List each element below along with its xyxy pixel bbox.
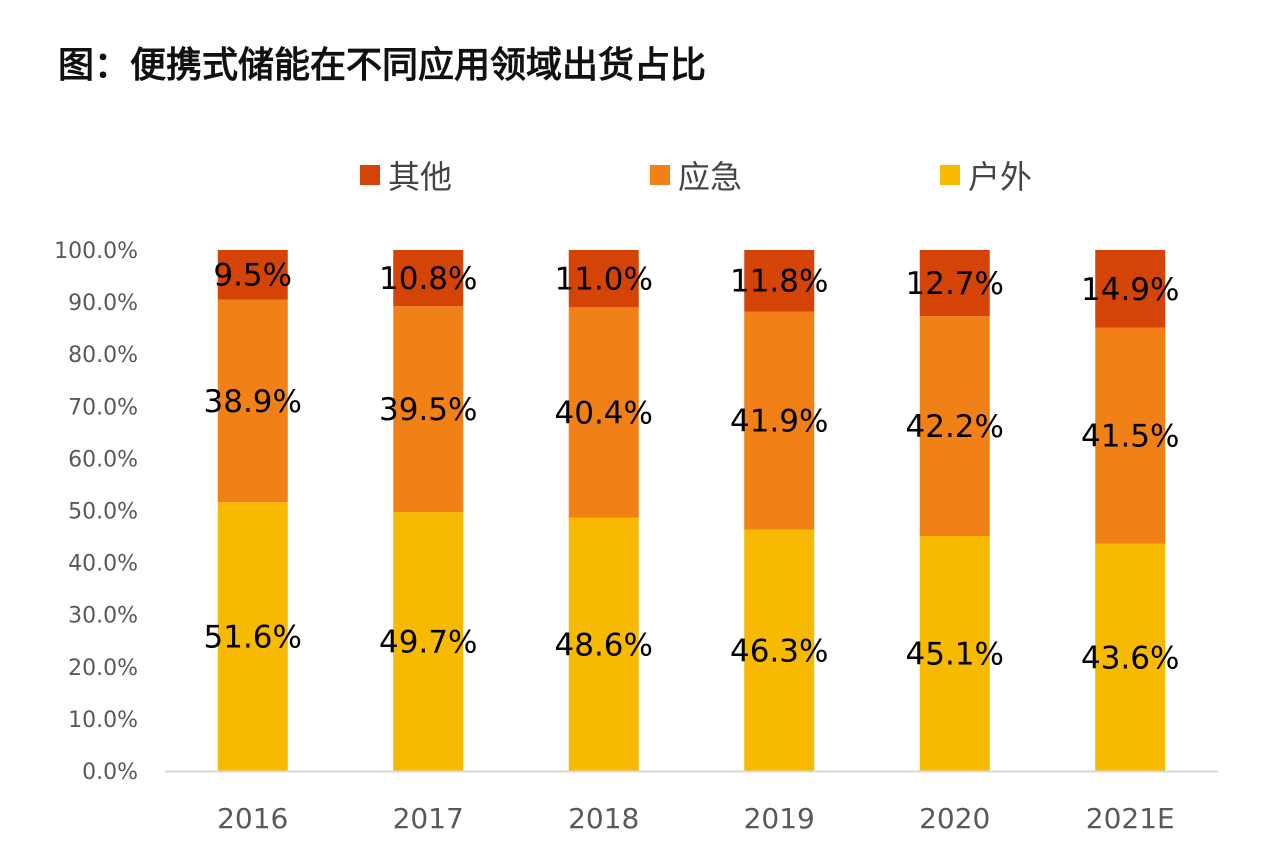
data-label: 39.5% <box>379 392 477 428</box>
x-tick-label: 2021E <box>1086 802 1175 835</box>
bar-segment-2019-其他 <box>744 250 815 312</box>
bar-segment-2018-应急 <box>568 307 639 518</box>
legend-swatch-emergency <box>650 165 670 185</box>
bar-segment-2019-应急 <box>744 311 815 530</box>
legend-label-emergency: 应急 <box>678 158 743 196</box>
y-tick-label: 90.0% <box>68 291 138 316</box>
data-label: 41.9% <box>730 404 828 440</box>
bar-segment-2016-应急 <box>217 299 288 503</box>
bar-segment-2021E-户外 <box>1095 543 1166 771</box>
bar-segment-2020-其他 <box>919 250 990 317</box>
x-tick-label: 2018 <box>568 802 639 835</box>
data-label: 38.9% <box>204 384 302 420</box>
y-tick-label: 60.0% <box>68 447 138 472</box>
x-tick-label: 2020 <box>919 802 990 835</box>
bar-segment-2017-应急 <box>393 306 464 513</box>
legend-label-outdoor: 户外 <box>968 158 1033 196</box>
bar-segment-2017-其他 <box>393 250 464 307</box>
legend-item-outdoor: 户外 <box>940 152 1032 198</box>
data-label: 11.0% <box>555 262 653 298</box>
y-tick-label: 30.0% <box>68 604 138 629</box>
x-tick-label: 2019 <box>744 802 815 835</box>
data-label: 41.5% <box>1081 419 1179 455</box>
x-tick-label: 2016 <box>217 802 288 835</box>
data-label: 48.6% <box>555 627 653 663</box>
legend-label-other: 其他 <box>388 158 453 196</box>
data-label: 51.6% <box>204 620 302 656</box>
data-label: 9.5% <box>213 258 292 294</box>
bar-segment-2020-应急 <box>919 316 990 537</box>
y-tick-label: 100.0% <box>54 239 138 264</box>
y-tick-label: 50.0% <box>68 500 138 525</box>
bar-segment-2021E-其他 <box>1095 250 1166 328</box>
bar-segment-2018-其他 <box>568 250 639 308</box>
data-label: 49.7% <box>379 625 477 661</box>
bar-segment-2018-户外 <box>568 517 639 771</box>
bar-segment-2019-户外 <box>744 529 815 771</box>
data-label: 12.7% <box>906 266 1004 302</box>
data-label: 11.8% <box>730 264 828 300</box>
data-label: 40.4% <box>555 396 653 432</box>
legend-item-other: 其他 <box>360 152 452 198</box>
legend-swatch-outdoor <box>940 165 960 185</box>
data-label: 46.3% <box>730 633 828 669</box>
bar-segment-2016-户外 <box>217 502 288 771</box>
data-label: 10.8% <box>379 261 477 297</box>
bar-segment-2017-户外 <box>393 512 464 771</box>
chart-title: 图：便携式储能在不同应用领域出货占比 <box>58 45 707 86</box>
y-tick-label: 0.0% <box>82 760 138 785</box>
y-tick-label: 70.0% <box>68 395 138 420</box>
legend: 其他 应急 户外 <box>0 152 1267 196</box>
y-tick-label: 40.0% <box>68 552 138 577</box>
y-tick-label: 10.0% <box>68 708 138 733</box>
bar-segment-2021E-应急 <box>1095 327 1166 544</box>
y-tick-label: 20.0% <box>68 656 138 681</box>
x-tick-label: 2017 <box>393 802 464 835</box>
legend-item-emergency: 应急 <box>650 152 742 198</box>
bar-segment-2016-其他 <box>217 250 288 300</box>
data-label: 43.6% <box>1081 640 1179 676</box>
data-label: 42.2% <box>906 409 1004 445</box>
legend-swatch-other <box>360 165 380 185</box>
y-tick-label: 80.0% <box>68 343 138 368</box>
data-label: 14.9% <box>1081 272 1179 308</box>
data-label: 45.1% <box>906 637 1004 673</box>
bar-segment-2020-户外 <box>919 536 990 771</box>
